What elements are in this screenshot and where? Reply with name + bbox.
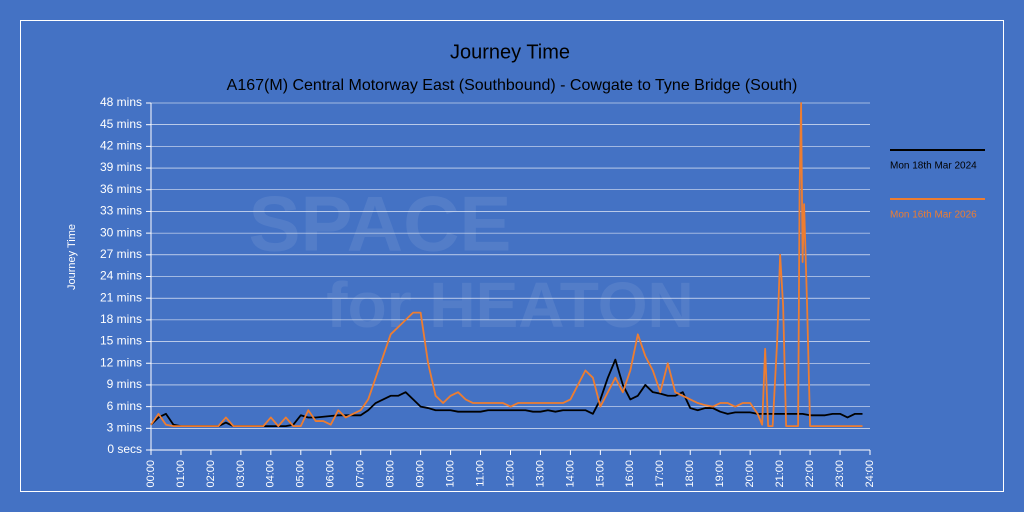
x-tick-label: 13:00	[534, 460, 546, 488]
chart-border	[20, 20, 1004, 492]
x-tick-label: 04:00	[265, 460, 277, 488]
x-tick-label: 14:00	[564, 460, 576, 488]
y-tick-label: 6 mins	[107, 399, 142, 413]
x-tick-label: 20:00	[744, 460, 756, 488]
watermark: SPACE	[249, 180, 512, 268]
x-tick-label: 19:00	[714, 460, 726, 488]
y-tick-label: 9 mins	[107, 377, 142, 391]
x-tick-label: 11:00	[474, 460, 486, 487]
series-line	[150, 102, 863, 428]
x-tick-label: 01:00	[175, 460, 187, 488]
x-tick-label: 17:00	[654, 460, 666, 488]
legend-label: Mon 16th Mar 2026	[890, 210, 977, 221]
x-tick-label: 22:00	[804, 460, 816, 488]
y-tick-label: 24 mins	[100, 269, 142, 283]
x-tick-label: 23:00	[834, 460, 846, 488]
y-axis-label: Journey Time	[66, 224, 78, 290]
x-tick-label: 08:00	[385, 460, 397, 488]
x-tick-label: 16:00	[624, 460, 636, 488]
x-tick-label: 10:00	[444, 460, 456, 488]
x-tick-label: 09:00	[415, 460, 427, 488]
y-tick-label: 36 mins	[100, 182, 142, 196]
y-tick-label: 30 mins	[100, 225, 142, 239]
x-tick-label: 06:00	[325, 460, 337, 488]
y-tick-label: 21 mins	[100, 290, 142, 304]
x-tick-label: 12:00	[504, 460, 516, 488]
x-tick-label: 07:00	[355, 460, 367, 488]
y-tick-label: 15 mins	[100, 334, 142, 348]
y-tick-label: 45 mins	[100, 117, 142, 131]
y-tick-label: 12 mins	[100, 355, 142, 369]
chart-title: Journey Time	[450, 41, 570, 63]
x-tick-label: 15:00	[594, 460, 606, 488]
y-tick-label: 3 mins	[107, 420, 142, 434]
x-tick-label: 03:00	[235, 460, 247, 488]
y-tick-label: 0 secs	[107, 442, 142, 456]
legend-label: Mon 18th Mar 2024	[890, 161, 977, 172]
x-tick-label: 21:00	[774, 460, 786, 488]
chart-subtitle: A167(M) Central Motorway East (Southboun…	[227, 77, 798, 94]
y-tick-label: 48 mins	[100, 95, 142, 109]
series-line	[150, 358, 863, 428]
y-tick-label: 39 mins	[100, 160, 142, 174]
y-tick-label: 27 mins	[100, 247, 142, 261]
x-tick-label: 00:00	[145, 460, 157, 488]
x-tick-label: 05:00	[295, 460, 307, 488]
watermark: for HEATON	[326, 269, 693, 341]
y-tick-label: 42 mins	[100, 139, 142, 153]
y-tick-label: 33 mins	[100, 204, 142, 218]
x-tick-label: 24:00	[864, 460, 876, 488]
x-tick-label: 18:00	[684, 460, 696, 488]
y-tick-label: 18 mins	[100, 312, 142, 326]
x-tick-label: 02:00	[205, 460, 217, 488]
